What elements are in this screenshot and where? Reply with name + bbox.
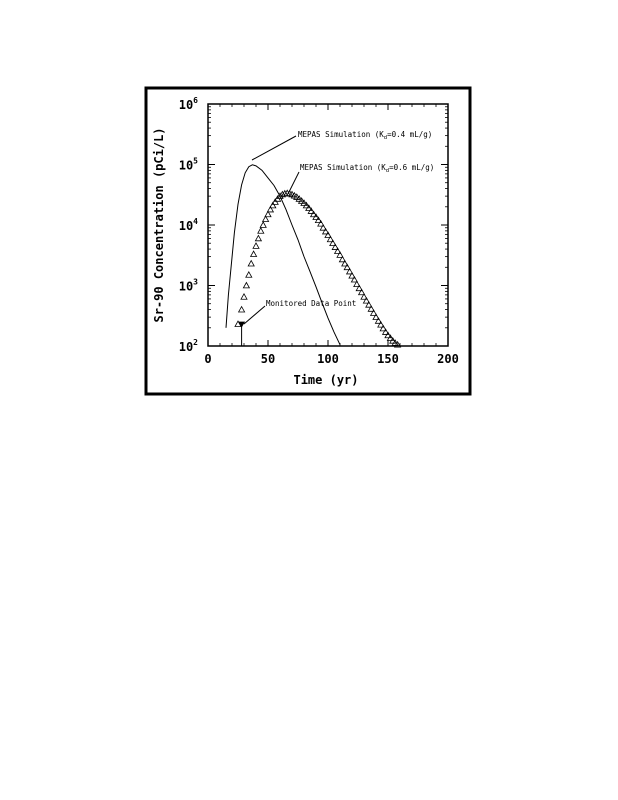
triangle-point: [261, 215, 270, 222]
y-tick-label: 105: [179, 157, 198, 173]
x-tick-label: 0: [204, 352, 211, 366]
triangle-point: [240, 292, 248, 300]
triangle-point: [393, 340, 402, 348]
triangle-point: [367, 305, 375, 312]
triangle-point: [343, 263, 351, 271]
triangle-point: [374, 317, 383, 324]
figure-frame: [144, 86, 472, 396]
triangle-point: [319, 223, 327, 231]
triangle-point: [247, 259, 255, 267]
annotation-leader-monitored: [243, 305, 266, 325]
triangle-point: [295, 195, 303, 202]
monitored-data-point-group: [238, 321, 246, 346]
triangle-point: [345, 267, 354, 275]
triangle-point: [360, 292, 368, 300]
x-tick-label: 100: [317, 352, 339, 366]
triangle-point: [381, 328, 390, 335]
triangle-point: [379, 324, 387, 332]
series-kd-0-4-line: [225, 164, 341, 345]
triangle-point: [336, 251, 344, 258]
triangle-point: [242, 281, 251, 289]
triangle-point: [312, 213, 320, 220]
triangle-point: [249, 250, 258, 257]
triangle-point: [302, 201, 311, 209]
triangle-point: [348, 271, 356, 279]
annotation-label-kd-0-4: MEPAS Simulation (Kd=0.4 mL/g): [298, 130, 432, 141]
triangle-point: [362, 296, 371, 304]
triangle-point: [386, 334, 395, 341]
triangle-point: [324, 231, 332, 238]
monitored-data-point: [238, 321, 246, 328]
triangle-point: [237, 305, 246, 313]
triangle-point: [269, 201, 277, 209]
triangle-point: [264, 210, 272, 218]
series-kd-0-4-curve: [225, 164, 341, 345]
triangle-point: [257, 227, 265, 234]
triangle-point: [307, 207, 315, 214]
triangle-point: [245, 271, 253, 278]
x-axis-ticks: 0 50 100 150 200: [204, 104, 459, 366]
triangle-point: [297, 197, 306, 204]
annotation-leader-kd-0-6: [287, 171, 300, 195]
x-tick-label: 50: [261, 352, 275, 366]
y-tick-label: 103: [179, 278, 198, 294]
triangle-point: [353, 280, 361, 288]
annotation-monitored: Monitored Data Point: [243, 299, 356, 325]
annotation-kd-0-4: MEPAS Simulation (Kd=0.4 mL/g): [251, 130, 432, 161]
triangle-point: [266, 205, 275, 213]
triangle-point: [338, 255, 347, 263]
y-tick-label: 104: [179, 217, 198, 233]
triangle-point: [305, 204, 313, 211]
triangle-point: [369, 309, 378, 316]
triangle-point: [314, 216, 323, 224]
y-tick-label: 102: [179, 338, 198, 354]
triangle-point: [372, 313, 380, 320]
triangle-point: [350, 275, 359, 283]
triangle-point: [317, 219, 325, 227]
series-kd-0-6-triangles: [234, 189, 402, 348]
triangle-point: [278, 190, 287, 198]
y-axis-label: Sr-90 Concentration (pCi/L): [152, 127, 166, 322]
triangle-point: [321, 227, 330, 235]
y-axis-ticks: 102 103 104 105 106: [179, 96, 448, 354]
triangle-point: [300, 199, 308, 206]
triangle-point: [252, 242, 260, 249]
x-tick-label: 150: [377, 352, 399, 366]
triangle-point: [254, 234, 263, 242]
y-tick-label: 106: [179, 96, 198, 112]
annotation-kd-0-6: MEPAS Simulation (Kd=0.6 mL/g): [287, 163, 434, 195]
triangle-point: [326, 235, 335, 243]
triangle-point: [384, 331, 392, 339]
triangle-point: [341, 259, 349, 267]
annotation-label-kd-0-6: MEPAS Simulation (Kd=0.6 mL/g): [300, 163, 434, 174]
annotation-label-monitored: Monitored Data Point: [266, 299, 356, 308]
triangle-point: [259, 221, 267, 228]
minor-ticks: [208, 104, 448, 346]
triangle-point: [377, 320, 385, 328]
x-axis-label: Time (yr): [293, 373, 358, 387]
triangle-point: [309, 210, 318, 218]
x-tick-label: 200: [437, 352, 459, 366]
triangle-point: [333, 247, 342, 254]
triangle-point: [357, 288, 366, 296]
triangle-point: [365, 300, 373, 308]
annotation-leader-kd-0-4: [251, 135, 297, 161]
triangle-point: [331, 243, 339, 250]
triangle-point: [329, 239, 337, 247]
triangle-point: [355, 284, 363, 292]
triangle-point: [389, 336, 397, 344]
